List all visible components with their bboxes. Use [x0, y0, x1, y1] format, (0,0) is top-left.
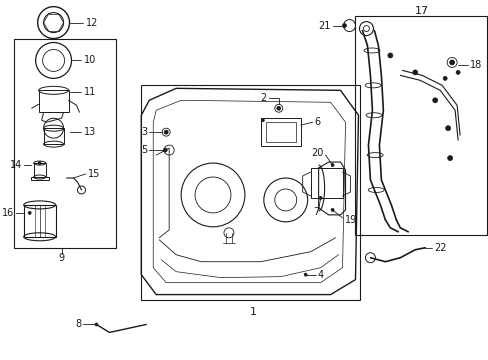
Circle shape: [432, 98, 437, 103]
Circle shape: [28, 211, 31, 214]
Circle shape: [442, 76, 446, 80]
Text: 10: 10: [83, 55, 96, 66]
Text: 9: 9: [59, 253, 64, 263]
Bar: [14, 39, 116, 248]
Text: 4: 4: [317, 270, 323, 280]
Text: 18: 18: [469, 60, 481, 71]
Circle shape: [387, 53, 392, 58]
Circle shape: [412, 70, 417, 75]
Bar: [260, 118, 300, 146]
Circle shape: [330, 208, 333, 211]
Bar: [265, 122, 295, 142]
Circle shape: [95, 323, 98, 326]
Text: 20: 20: [310, 148, 323, 158]
Bar: [355, 15, 486, 235]
Text: 15: 15: [87, 169, 100, 179]
Circle shape: [276, 106, 280, 110]
Text: 21: 21: [318, 21, 330, 31]
Circle shape: [449, 60, 454, 65]
Text: 2: 2: [260, 93, 266, 103]
Text: 12: 12: [85, 18, 98, 28]
Text: 14: 14: [9, 160, 21, 170]
Bar: [141, 85, 360, 300]
Text: 1: 1: [249, 306, 256, 316]
Text: 5: 5: [141, 145, 147, 155]
Text: 19: 19: [344, 215, 356, 225]
Circle shape: [261, 119, 264, 122]
Bar: [31, 177, 48, 180]
Text: 7: 7: [313, 207, 319, 217]
Text: 3: 3: [141, 127, 147, 137]
Text: 8: 8: [75, 319, 81, 329]
Text: 22: 22: [433, 243, 446, 253]
Bar: [310, 168, 342, 198]
Circle shape: [342, 23, 346, 28]
Bar: [23, 205, 56, 237]
Circle shape: [163, 148, 167, 152]
Circle shape: [164, 130, 168, 134]
Text: 6: 6: [314, 117, 320, 127]
Bar: [34, 163, 45, 177]
Circle shape: [38, 162, 41, 165]
Bar: [43, 128, 63, 144]
Text: 17: 17: [414, 6, 428, 15]
Bar: [39, 90, 68, 112]
Text: 11: 11: [83, 87, 96, 97]
Text: 16: 16: [1, 208, 14, 218]
Circle shape: [455, 71, 459, 75]
Circle shape: [445, 126, 450, 131]
Circle shape: [447, 156, 452, 161]
Circle shape: [319, 197, 322, 199]
Text: 13: 13: [83, 127, 96, 137]
Circle shape: [304, 273, 306, 276]
Circle shape: [330, 163, 333, 167]
